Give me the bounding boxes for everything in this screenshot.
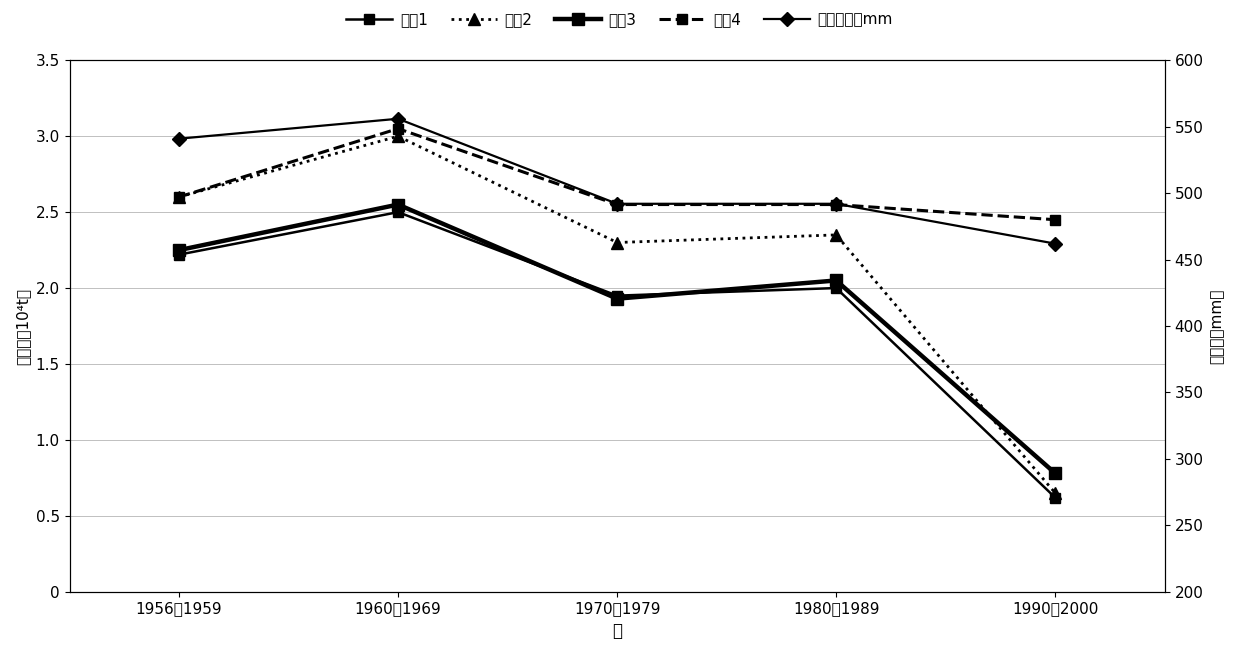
X-axis label: 年: 年 [612, 622, 622, 640]
Y-axis label: 输沙量（10⁴t）: 输沙量（10⁴t） [15, 288, 30, 365]
Y-axis label: 降水量（mm）: 降水量（mm） [1209, 288, 1224, 364]
Legend: 情具1, 情具2, 情具3, 情具4, 年均降雨量mm: 情具1, 情具2, 情具3, 情具4, 年均降雨量mm [342, 8, 897, 32]
